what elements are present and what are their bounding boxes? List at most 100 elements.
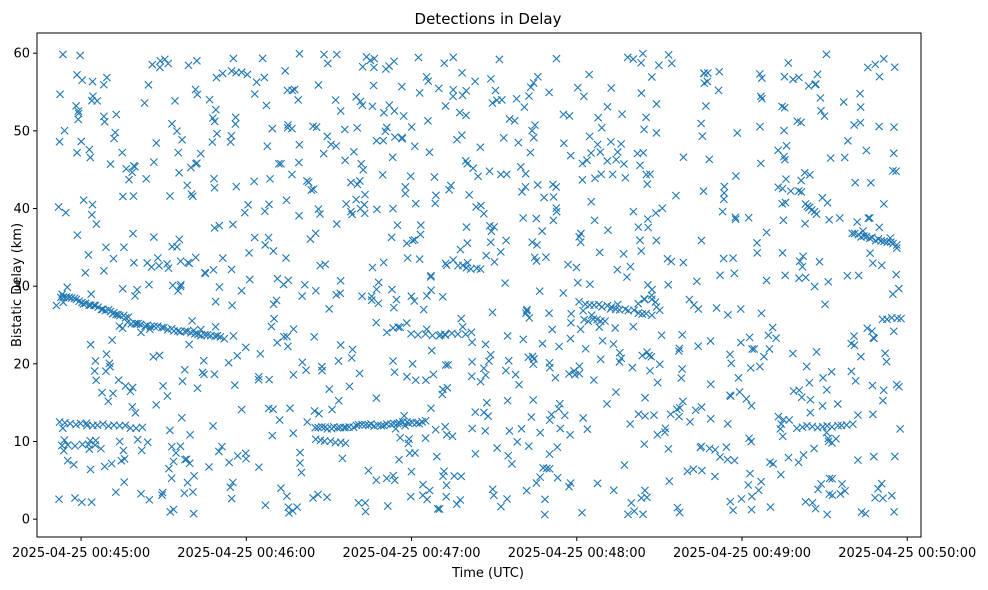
data-point: [100, 462, 109, 471]
data-point: [620, 461, 629, 470]
data-point: [856, 89, 865, 98]
data-point: [169, 326, 178, 335]
data-point: [427, 404, 436, 413]
data-point: [111, 488, 120, 497]
data-point: [488, 99, 497, 108]
data-point: [555, 399, 564, 408]
data-point: [729, 506, 738, 515]
data-point: [165, 426, 174, 435]
data-point: [524, 92, 533, 101]
data-point: [372, 318, 381, 327]
data-point: [149, 233, 158, 242]
data-point: [502, 236, 511, 245]
data-point: [545, 358, 554, 367]
data-point: [640, 486, 649, 495]
data-point: [645, 351, 654, 360]
data-point: [226, 138, 235, 146]
data-point: [370, 54, 379, 63]
data-point: [820, 112, 829, 121]
data-point: [193, 90, 202, 99]
data-point: [890, 507, 899, 516]
data-point: [471, 408, 480, 417]
data-point: [314, 490, 322, 499]
data-point: [747, 401, 756, 410]
data-point: [372, 205, 381, 214]
data-point: [245, 275, 254, 284]
data-point: [415, 255, 424, 264]
data-point: [269, 300, 278, 309]
data-point: [390, 476, 399, 485]
data-point: [522, 486, 531, 495]
data-point: [827, 367, 836, 376]
data-point: [866, 178, 875, 187]
data-point: [781, 198, 790, 207]
data-point: [228, 301, 237, 310]
data-point: [810, 282, 819, 291]
data-point: [188, 316, 197, 325]
data-point: [262, 101, 271, 110]
data-point: [593, 140, 602, 149]
y-tick-label: 30: [13, 280, 30, 295]
data-point: [719, 195, 728, 204]
data-point: [158, 491, 167, 500]
data-point: [328, 405, 337, 414]
data-point: [644, 223, 653, 232]
data-point: [528, 238, 537, 247]
data-point: [325, 304, 334, 313]
data-point: [250, 233, 259, 242]
data-point: [346, 178, 355, 187]
data-point: [334, 396, 343, 405]
data-point: [581, 344, 590, 353]
data-point: [801, 497, 810, 506]
data-point: [639, 510, 648, 519]
data-point: [320, 437, 329, 446]
data-point: [173, 326, 182, 335]
data-point: [427, 286, 436, 295]
data-point: [879, 54, 888, 63]
data-point: [158, 488, 167, 497]
data-point: [284, 120, 293, 129]
data-point: [282, 253, 291, 262]
data-point: [224, 358, 233, 367]
data-point: [675, 344, 684, 353]
data-point: [888, 166, 897, 175]
data-point: [583, 425, 592, 434]
data-point: [372, 476, 381, 485]
data-point: [629, 322, 638, 331]
data-point: [603, 157, 612, 166]
data-point: [545, 88, 554, 97]
data-point: [175, 168, 184, 177]
data-point: [217, 442, 226, 451]
x-tick-label: 2025-04-25 00:46:00: [177, 546, 315, 561]
data-point: [152, 400, 161, 409]
data-point: [636, 161, 645, 170]
data-point: [874, 484, 883, 493]
data-point: [532, 240, 541, 249]
data-point: [689, 301, 698, 309]
data-point: [575, 369, 584, 378]
data-point: [691, 406, 700, 415]
data-point: [810, 444, 819, 453]
data-point: [710, 472, 719, 481]
data-point: [210, 117, 219, 126]
data-point: [407, 467, 416, 476]
y-tick-label: 10: [13, 435, 30, 450]
data-point: [490, 257, 499, 266]
data-point: [719, 254, 728, 263]
data-point: [134, 319, 143, 328]
data-point: [811, 80, 820, 89]
data-point: [823, 421, 832, 430]
data-point: [532, 214, 541, 223]
data-point: [552, 54, 561, 63]
data-point: [593, 479, 602, 488]
data-point: [285, 404, 294, 413]
data-point: [652, 100, 661, 109]
data-point: [101, 367, 110, 376]
data-point: [372, 136, 381, 145]
data-point: [389, 357, 398, 365]
data-point: [133, 285, 142, 294]
data-point: [529, 133, 538, 142]
data-point: [501, 279, 510, 288]
data-point: [287, 170, 296, 179]
data-point: [379, 108, 388, 117]
